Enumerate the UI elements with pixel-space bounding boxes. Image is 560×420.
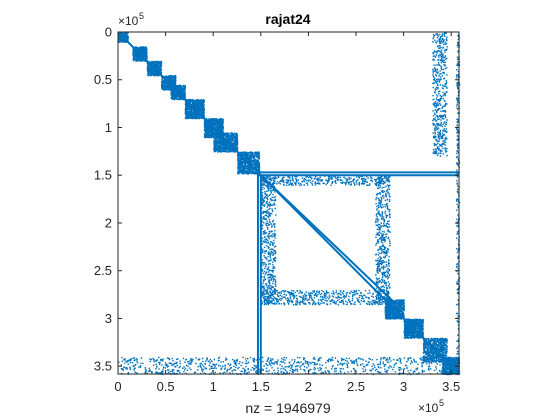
nonzero-marks [117, 31, 461, 376]
diagonal-line [260, 174, 395, 303]
y-tick-label: 0.5 [94, 72, 112, 87]
x-exponent-power: 5 [439, 398, 444, 408]
x-tick-label: 3 [400, 379, 407, 394]
y-exponent-base: ×10 [118, 14, 139, 28]
y-exponent-power: 5 [139, 11, 144, 21]
y-tick-label: 1.5 [94, 168, 112, 183]
x-tick-label: 2 [305, 379, 312, 394]
y-tick-label: 3 [105, 311, 112, 326]
axes-box [117, 31, 460, 375]
x-ticks: 0 0.5 1 1.5 2 2.5 3 3.5 [114, 32, 460, 394]
x-axis-label: nz = 1946979 [245, 400, 330, 416]
y-tick-label: 2.5 [94, 263, 112, 278]
x-tick-label: 3.5 [442, 379, 460, 394]
x-tick-label: 1.5 [252, 379, 270, 394]
x-tick-label: 0.5 [157, 379, 175, 394]
y-tick-label: 3.5 [94, 359, 112, 374]
x-exponent-base: ×10 [418, 401, 439, 415]
x-tick-label: 0 [114, 379, 121, 394]
y-tick-label: 1 [105, 120, 112, 135]
chart-title: rajat24 [265, 11, 310, 27]
y-tick-label: 2 [105, 215, 112, 230]
y-tick-label: 0 [105, 25, 112, 40]
x-tick-label: 1 [210, 379, 217, 394]
x-tick-label: 2.5 [347, 379, 365, 394]
diagonal-line [117, 31, 460, 375]
y-ticks: 0 0.5 1 1.5 2 2.5 3 3.5 [94, 25, 459, 374]
